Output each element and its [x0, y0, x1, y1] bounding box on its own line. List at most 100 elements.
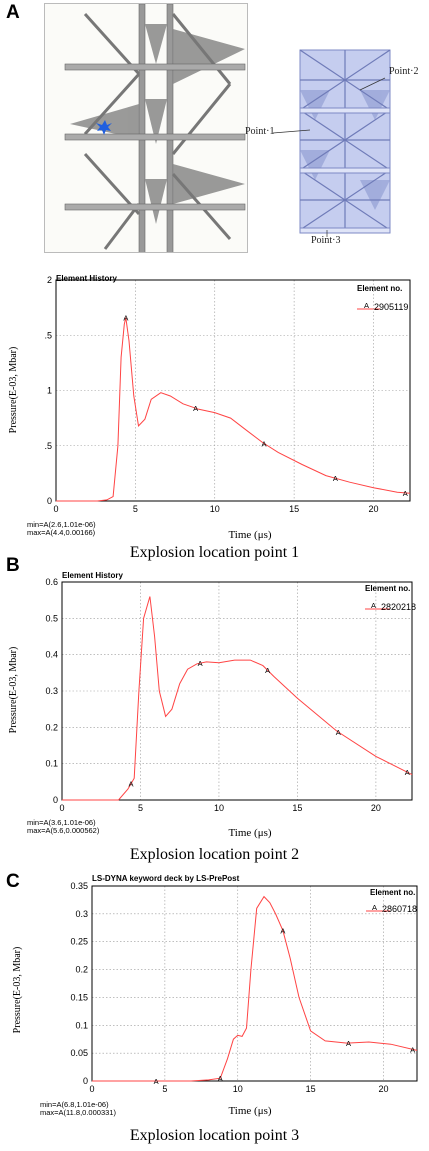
series-marker: A [193, 404, 198, 413]
legend-entry: A 2905119 [357, 301, 408, 312]
y-axis-label: Pressure(E-03, Mbar) [12, 947, 23, 1034]
chart-title: LS-DYNA keyword deck by LS-PrePost [92, 874, 240, 883]
series-marker: A [154, 1077, 159, 1086]
chart-c: LS-DYNA keyword deck by LS-PrePost Eleme… [12, 874, 418, 1117]
panel-label-c: C [6, 871, 20, 892]
series-marker: A [280, 927, 285, 936]
x-tick-label: 0 [89, 1084, 94, 1094]
series-marker: A [336, 728, 341, 737]
series-marker: A [410, 1045, 415, 1054]
y-tick-label: 0.1 [45, 759, 58, 769]
max-readout: max=A(4.4,0.00166) [27, 528, 96, 537]
x-tick-label: 15 [289, 504, 299, 514]
series-marker: A [218, 1074, 223, 1083]
y-tick-label: 0.2 [45, 722, 58, 732]
y-tick-label: 0.25 [70, 937, 88, 947]
x-tick-label: 20 [368, 504, 378, 514]
x-tick-label: 15 [292, 803, 302, 813]
truss-model-illustration [272, 49, 391, 237]
y-axis-label: Pressure(E-03, Mbar) [8, 347, 19, 434]
x-tick-label: 10 [210, 504, 220, 514]
min-readout: min=A(2.6,1.01e-06) [27, 520, 96, 529]
plot-frame [91, 885, 418, 1082]
chart-b: Element History Element no. A 2820218 mi… [8, 571, 416, 839]
legend-entry: A 2860718 [366, 903, 417, 914]
series-line [62, 596, 413, 801]
chart-title: Element History [56, 274, 117, 283]
series-marker: A [129, 780, 134, 789]
series-marker: A [123, 314, 128, 323]
max-readout: max=A(5.6,0.000562) [27, 826, 100, 835]
x-tick-label: 20 [378, 1084, 388, 1094]
series-line [92, 895, 418, 1082]
legend-marker: A [371, 601, 376, 610]
y-tick-label: 0 [47, 496, 52, 506]
x-axis-label: Time (μs) [228, 1105, 271, 1117]
min-readout: min=A(3.6,1.01e-06) [27, 818, 96, 827]
series-marker: A [198, 659, 203, 668]
y-tick-label: 0.4 [45, 650, 58, 660]
point-2-label: Point·2 [389, 66, 419, 77]
legend-series-name: 2820218 [381, 602, 416, 612]
caption-b: Explosion location point 2 [129, 846, 300, 863]
simulation-snapshot [44, 3, 248, 253]
plot-frame [55, 279, 411, 502]
y-tick-label: 0.3 [45, 686, 58, 696]
y-tick-label: 0.2 [75, 965, 88, 975]
y-tick-label: 1 [47, 386, 52, 396]
x-tick-label: 20 [371, 803, 381, 813]
plot-frame [61, 581, 413, 801]
y-tick-label: 0.05 [70, 1048, 88, 1058]
x-tick-label: 5 [138, 803, 143, 813]
y-tick-label: 0.3 [75, 909, 88, 919]
y-tick-label: 0.35 [70, 881, 88, 891]
chart-title: Element History [62, 571, 123, 580]
legend-title: Element no. [357, 284, 402, 293]
y-tick-label: 0.5 [45, 613, 58, 623]
legend-marker: A [364, 301, 369, 310]
x-tick-label: 5 [133, 504, 138, 514]
truss-model: Point·1 Point·2 Point·3 [245, 30, 425, 260]
grid [61, 581, 412, 801]
y-axis-label: Pressure(E-03, Mbar) [8, 647, 19, 734]
max-readout: max=A(11.8,0.000331) [40, 1108, 116, 1117]
legend-title: Element no. [365, 584, 410, 593]
x-axis-label: Time (μs) [228, 529, 271, 541]
legend-title: Element no. [370, 888, 415, 897]
point-1-label: Point·1 [245, 126, 275, 137]
y-tick-label: 0.15 [70, 992, 88, 1002]
y-tick-label: 0.1 [75, 1020, 88, 1030]
series-line [56, 317, 411, 502]
point-3-label: Point·3 [311, 235, 341, 246]
y-tick-label: 0.6 [45, 577, 58, 587]
series-marker: A [265, 666, 270, 675]
x-tick-label: 10 [233, 1084, 243, 1094]
y-tick-label: 0 [53, 795, 58, 805]
panel-label-a: A [6, 2, 20, 23]
x-tick-label: 15 [306, 1084, 316, 1094]
series-marker: A [261, 439, 266, 448]
simulation-structure-illustration [64, 4, 246, 252]
y-tick-label: 0 [83, 1076, 88, 1086]
legend-marker: A [372, 903, 377, 912]
caption-a: Explosion location point 1 [129, 544, 300, 561]
legend-series-name: 2860718 [382, 904, 417, 914]
x-tick-label: 10 [214, 803, 224, 813]
x-tick-label: 5 [162, 1084, 167, 1094]
min-readout: min=A(6.8,1.01e-06) [40, 1100, 109, 1109]
y-tick-label: .5 [44, 330, 52, 340]
x-axis-label: Time (μs) [228, 827, 271, 839]
grid [55, 279, 410, 502]
series-marker: A [333, 474, 338, 483]
legend-entry: A 2820218 [365, 601, 416, 612]
series-marker: A [346, 1039, 351, 1048]
x-tick-label: 0 [53, 504, 58, 514]
panel-label-b: B [6, 555, 20, 576]
series-marker: A [405, 768, 410, 777]
y-tick-label: 2 [47, 275, 52, 285]
chart-a: Element History Element no. A 2905119 mi… [8, 274, 411, 541]
grid [91, 885, 417, 1082]
caption-c: Explosion location point 3 [129, 1127, 300, 1144]
blast-burst-icon [96, 120, 112, 135]
series-marker: A [403, 489, 408, 498]
